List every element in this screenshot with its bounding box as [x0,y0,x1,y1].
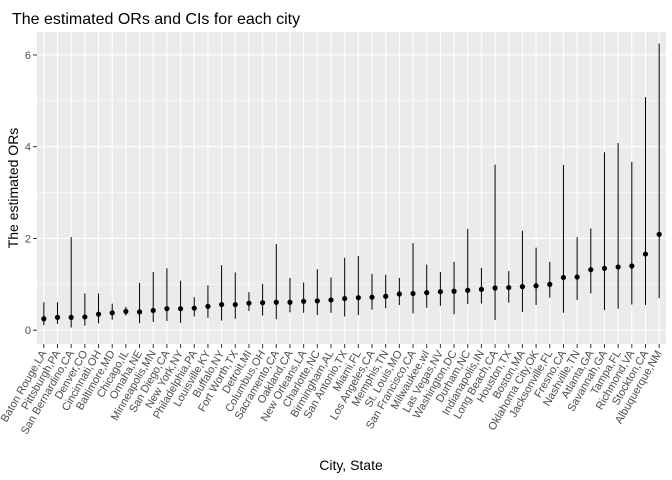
estimate-point [273,299,279,305]
estimate-point [342,295,348,302]
estimate-point [246,300,252,306]
estimate-point [136,309,143,315]
estimate-point [478,286,485,292]
estimate-point [287,299,293,305]
minor-gridlines [37,100,666,285]
estimate-point [396,291,402,297]
estimate-point [506,284,512,291]
x-axis-label: City, State [319,457,383,473]
estimate-point [328,297,334,303]
estimate-point [150,307,156,314]
estimate-point [615,264,621,270]
estimate-point [41,316,47,322]
estimate-point [123,308,129,315]
estimate-point [574,274,580,280]
estimate-point [164,306,170,312]
estimate-point [656,231,662,237]
estimate-point [519,284,526,290]
estimate-point [410,290,416,297]
estimate-point [232,301,238,308]
estimate-point [260,300,266,306]
estimate-point [82,314,88,320]
plot-panel [37,32,666,344]
estimate-point [369,294,375,300]
estimate-point [301,298,307,304]
estimate-point [314,298,320,304]
estimate-point [465,287,471,293]
estimate-point [218,301,225,308]
estimate-point [177,306,184,312]
chart-title: The estimated ORs and CIs for each city [12,11,300,28]
estimate-point [109,310,115,316]
estimate-point [642,251,649,257]
estimate-point [191,305,197,311]
estimate-point [424,290,430,296]
estimate-point [68,314,74,320]
estimate-point [547,281,553,287]
estimate-point [205,303,211,309]
estimate-point [95,311,102,317]
y-axis-label: The estimated ORs [5,128,21,249]
estimate-point [355,295,361,301]
estimate-point [54,314,61,320]
estimate-point [383,293,389,299]
estimate-points [41,231,662,322]
y-axis-ticks: 0 2 4 6 [25,50,37,337]
y-tick-label: 4 [25,142,31,154]
estimate-point [588,267,594,273]
estimate-point [601,265,608,271]
estimate-point [492,285,498,291]
estimate-point [629,263,635,269]
y-tick-label: 0 [25,325,31,337]
estimate-point [437,289,443,295]
y-tick-label: 6 [25,50,31,62]
estimate-point [560,274,567,281]
estimate-point [451,288,457,294]
y-tick-label: 2 [25,233,31,245]
estimate-point [533,283,539,289]
